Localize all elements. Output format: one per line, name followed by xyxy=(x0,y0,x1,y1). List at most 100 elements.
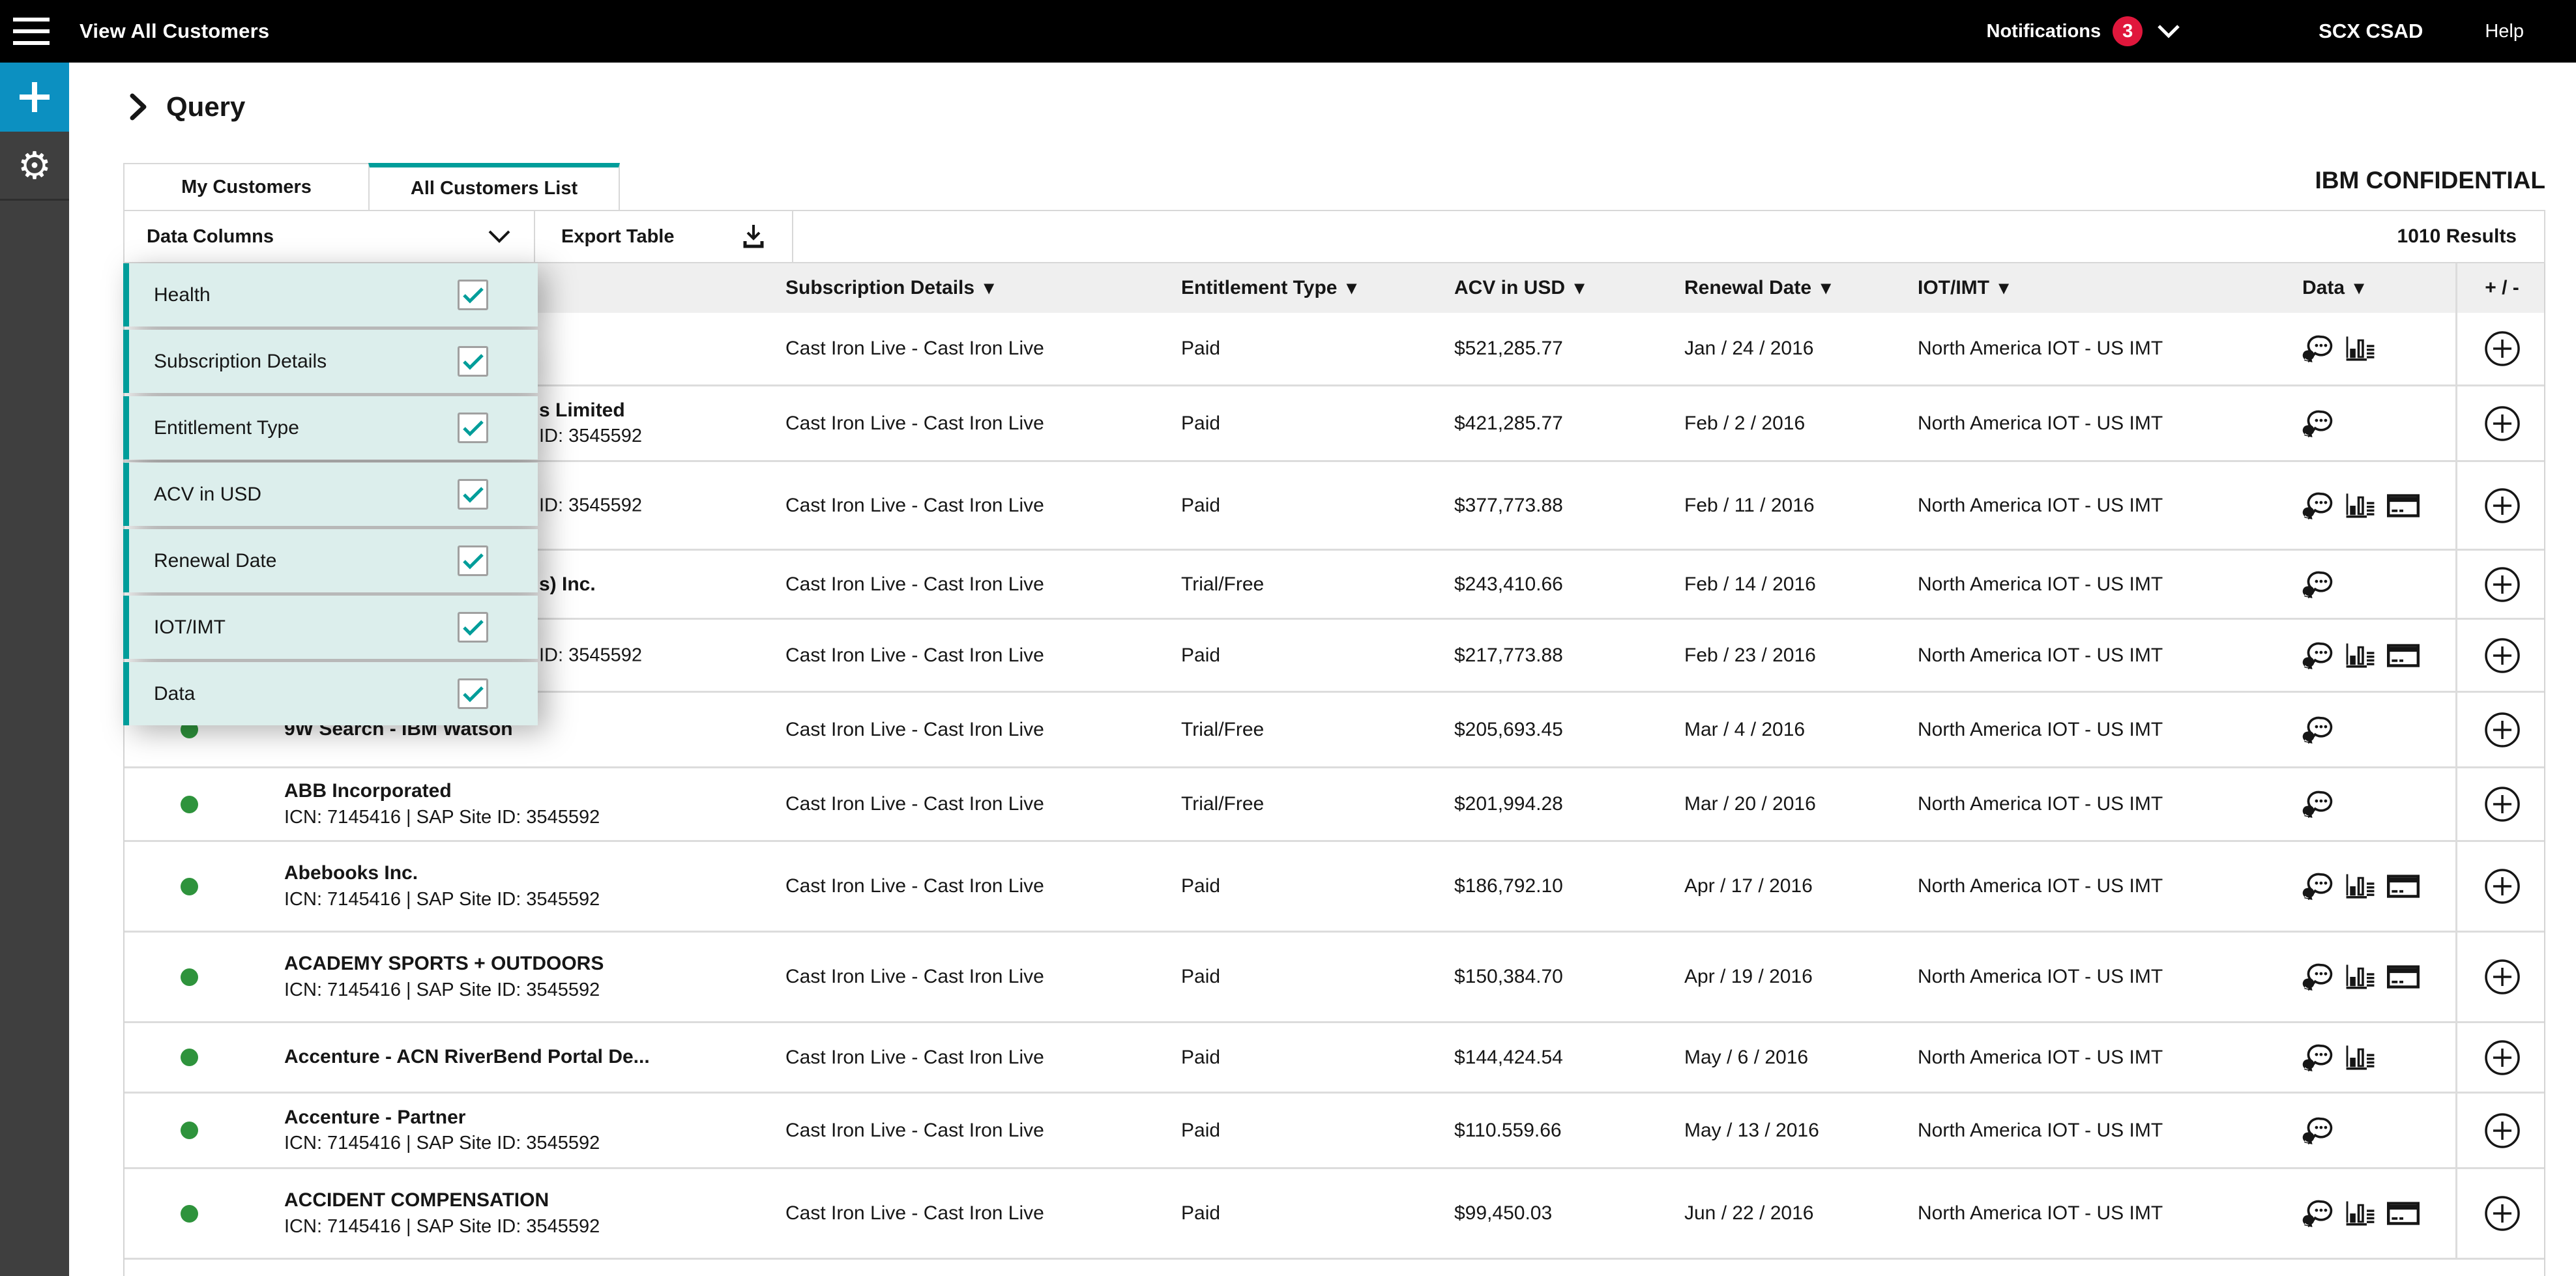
expand-row-button[interactable] xyxy=(2483,1112,2521,1150)
bar-chart-data-icon xyxy=(2346,1201,2375,1226)
chat-data-icon[interactable] xyxy=(2302,571,2334,598)
column-menu-item-health[interactable]: Health xyxy=(123,263,538,326)
expand-row-button[interactable] xyxy=(2483,1195,2521,1232)
column-checkbox[interactable] xyxy=(458,479,488,510)
card-data-icon[interactable] xyxy=(2387,493,2420,517)
column-checkbox[interactable] xyxy=(458,346,488,377)
expand-row-button[interactable] xyxy=(2483,958,2521,996)
bar-chart-data-icon[interactable] xyxy=(2345,643,2375,669)
expand-row-button[interactable] xyxy=(2483,566,2521,603)
column-header-entitlement-type[interactable]: Entitlement Type ▼ xyxy=(1181,277,1442,299)
data-columns-label: Data Columns xyxy=(147,225,274,247)
table-row[interactable]: ACADEMY SPORTS + OUTDOORS ICN: 7145416 | … xyxy=(124,931,2544,1021)
table-row[interactable]: Abebooks Inc. ICN: 7145416 | SAP Site ID:… xyxy=(124,840,2544,931)
hamburger-menu-icon[interactable] xyxy=(0,0,63,63)
customer-name: ACADEMY SPORTS + OUTDOORS xyxy=(284,953,604,975)
column-header-iot-imt[interactable]: IOT/IMT ▼ xyxy=(1918,277,2276,299)
entitlement-type-cell: Paid xyxy=(1181,875,1221,897)
table-row[interactable]: Accenture - ACN RiverBend Portal De... Ca… xyxy=(124,1021,2544,1092)
add-button[interactable] xyxy=(0,63,69,132)
expand-row-button[interactable] xyxy=(2483,487,2521,525)
column-checkbox[interactable] xyxy=(458,280,488,310)
tab-my-customers[interactable]: My Customers xyxy=(123,163,370,210)
export-table-label: Export Table xyxy=(561,225,675,247)
column-checkbox[interactable] xyxy=(458,612,488,643)
customer-cell: ID: 3545592 xyxy=(124,620,770,691)
customer-cell: Accenture - ACN RiverBend Portal De... xyxy=(124,1023,770,1092)
column-checkbox[interactable] xyxy=(458,413,488,443)
bar-chart-data-icon[interactable] xyxy=(2345,336,2375,362)
bar-chart-data-icon[interactable] xyxy=(2345,1045,2375,1071)
query-expand-chevron-icon[interactable] xyxy=(127,92,149,122)
subscription-details-cell: Cast Iron Live - Cast Iron Live xyxy=(785,1202,1044,1224)
expand-row-button[interactable] xyxy=(2483,1039,2521,1077)
settings-button[interactable]: ⚙ xyxy=(0,132,69,201)
subscription-details-cell: Cast Iron Live - Cast Iron Live xyxy=(785,793,1044,815)
expand-row-button[interactable] xyxy=(2483,330,2521,368)
data-columns-dropdown[interactable]: Data Columns xyxy=(124,211,535,262)
data-icons-cell xyxy=(2276,873,2455,900)
expand-row-button[interactable] xyxy=(2483,405,2521,442)
confidential-watermark: IBM CONFIDENTIAL xyxy=(2315,167,2545,194)
chat-data-icon[interactable] xyxy=(2302,410,2334,437)
card-data-icon[interactable] xyxy=(2387,1202,2420,1225)
iot-imt-cell: North America IOT - US IMT xyxy=(1918,338,2163,359)
chat-data-icon xyxy=(2302,410,2333,437)
expand-row-button[interactable] xyxy=(2483,867,2521,905)
expand-plus-icon xyxy=(2484,712,2520,747)
checkmark-icon xyxy=(462,353,484,370)
table-row[interactable]: ACCIDENT COMPENSATION ICN: 7145416 | SAP … xyxy=(124,1167,2544,1258)
expand-row-button[interactable] xyxy=(2483,637,2521,674)
card-data-icon[interactable] xyxy=(2387,875,2420,898)
card-data-icon[interactable] xyxy=(2387,643,2420,667)
chat-data-icon[interactable] xyxy=(2302,873,2334,900)
column-menu-item-data[interactable]: Data xyxy=(123,662,538,725)
checkmark-icon xyxy=(462,486,484,503)
chevron-down-icon[interactable] xyxy=(2156,23,2182,40)
table-row[interactable]: ABB Incorporated ICN: 7145416 | SAP Site … xyxy=(124,766,2544,840)
expand-plus-icon xyxy=(2484,1196,2520,1231)
chat-data-icon[interactable] xyxy=(2302,716,2334,744)
bar-chart-data-icon[interactable] xyxy=(2345,493,2375,519)
customer-ids: ICN: 7145416 | SAP Site ID: 3545592 xyxy=(284,1215,600,1237)
column-header-subscription-details[interactable]: Subscription Details ▼ xyxy=(785,277,1168,299)
data-icons-cell xyxy=(2276,1117,2455,1144)
user-account-label[interactable]: SCX CSAD xyxy=(2319,20,2423,42)
chat-data-icon[interactable] xyxy=(2302,963,2334,991)
iot-imt-cell: North America IOT - US IMT xyxy=(1918,644,2163,666)
column-menu-item-entitlement-type[interactable]: Entitlement Type xyxy=(123,396,538,459)
customer-name: Abebooks Inc. xyxy=(284,862,418,884)
iot-imt-cell: North America IOT - US IMT xyxy=(1918,573,2163,595)
column-checkbox[interactable] xyxy=(458,678,488,709)
column-menu-item-renewal-date[interactable]: Renewal Date xyxy=(123,529,538,592)
bar-chart-data-icon[interactable] xyxy=(2345,873,2375,899)
column-menu-item-acv-in-usd[interactable]: ACV in USD xyxy=(123,463,538,526)
expand-row-button[interactable] xyxy=(2483,711,2521,749)
export-table-button[interactable]: Export Table xyxy=(535,211,793,262)
column-header-renewal-date[interactable]: Renewal Date ▼ xyxy=(1684,277,1905,299)
renewal-date-cell: Jan / 24 / 2016 xyxy=(1684,338,1814,359)
help-link[interactable]: Help xyxy=(2485,20,2524,42)
bar-chart-data-icon[interactable] xyxy=(2345,964,2375,990)
chat-data-icon[interactable] xyxy=(2302,1044,2334,1071)
notifications-count-badge[interactable]: 3 xyxy=(2113,16,2143,46)
data-icons-cell xyxy=(2276,642,2455,669)
chat-data-icon[interactable] xyxy=(2302,1117,2334,1144)
notifications-label[interactable]: Notifications xyxy=(1986,20,2101,42)
table-row[interactable]: Accenture - Partner ICN: 7145416 | SAP Si… xyxy=(124,1092,2544,1167)
chat-data-icon[interactable] xyxy=(2302,335,2334,362)
expand-row-button[interactable] xyxy=(2483,785,2521,823)
tab-all-customers-list[interactable]: All Customers List xyxy=(368,163,620,210)
column-header-data[interactable]: Data ▼ xyxy=(2302,277,2455,299)
column-header-acv-in-usd[interactable]: ACV in USD ▼ xyxy=(1454,277,1670,299)
chat-data-icon[interactable] xyxy=(2302,1200,2334,1227)
column-menu-item-subscription-details[interactable]: Subscription Details xyxy=(123,330,538,393)
customer-name-block: s Limited ID: 3545592 xyxy=(539,398,642,450)
card-data-icon[interactable] xyxy=(2387,965,2420,989)
chat-data-icon[interactable] xyxy=(2302,642,2334,669)
column-checkbox[interactable] xyxy=(458,545,488,576)
column-menu-item-iot-imt[interactable]: IOT/IMT xyxy=(123,596,538,659)
chat-data-icon[interactable] xyxy=(2302,790,2334,818)
chat-data-icon[interactable] xyxy=(2302,492,2334,519)
bar-chart-data-icon[interactable] xyxy=(2345,1200,2375,1226)
